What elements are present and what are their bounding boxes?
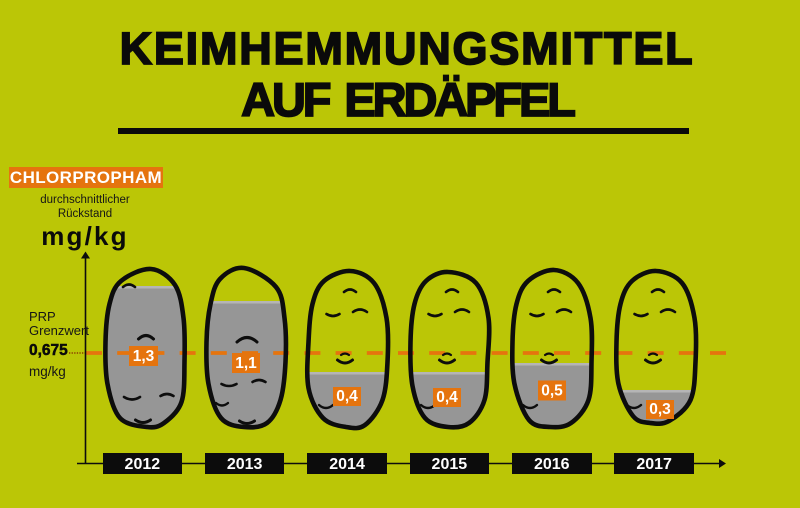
- svg-text:0,4: 0,4: [336, 388, 358, 405]
- svg-text:1,1: 1,1: [235, 355, 257, 372]
- svg-text:0,5: 0,5: [541, 382, 563, 399]
- svg-text:0,3: 0,3: [649, 401, 671, 418]
- svg-text:1,3: 1,3: [133, 348, 155, 365]
- svg-text:0,4: 0,4: [436, 389, 458, 406]
